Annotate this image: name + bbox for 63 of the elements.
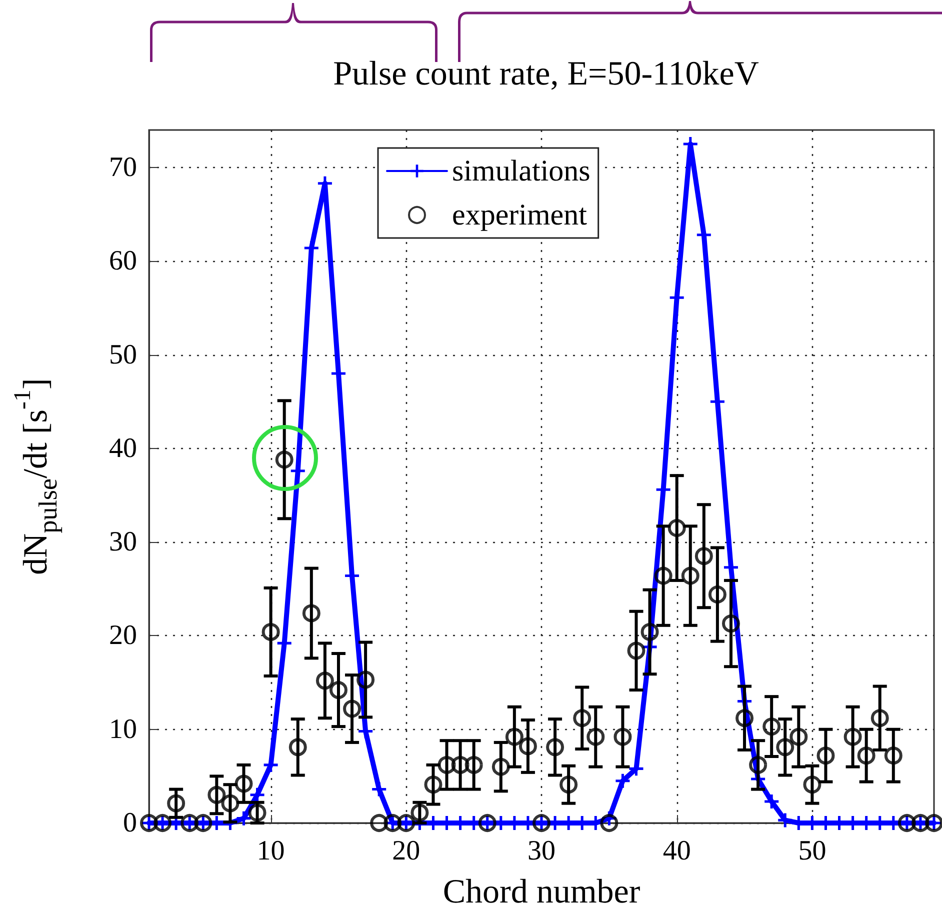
point (681, 566, 700, 585)
point (586, 728, 605, 746)
point (722, 614, 740, 633)
point (708, 586, 726, 604)
point (884, 746, 902, 765)
x-tick-label: 40 (662, 836, 691, 866)
point (614, 728, 632, 746)
point (762, 718, 781, 736)
point (573, 709, 592, 728)
x-tick-label: 20 (392, 836, 420, 866)
x-tick-label: 10 (256, 836, 285, 866)
point (372, 782, 386, 796)
y-tick-label: 0 (123, 808, 137, 838)
point (790, 728, 808, 746)
point (302, 604, 320, 622)
point (560, 776, 578, 794)
y-tick-label: 50 (109, 339, 137, 370)
point (518, 737, 537, 756)
legend-label: simulations (452, 154, 590, 188)
y-tick-label: 60 (109, 246, 137, 277)
point (870, 709, 889, 728)
point (356, 670, 375, 689)
point (330, 681, 348, 700)
point (370, 814, 388, 832)
point (167, 794, 186, 812)
x-tick-label: 50 (798, 836, 826, 866)
point (627, 642, 646, 660)
point (764, 794, 779, 808)
point (410, 804, 429, 822)
point (640, 622, 659, 641)
point (438, 756, 456, 774)
point (616, 774, 630, 788)
point (234, 774, 253, 793)
point (546, 738, 564, 756)
point (505, 728, 524, 746)
point (844, 728, 862, 746)
point (776, 738, 794, 756)
point (694, 547, 713, 566)
y-tick-label: 10 (109, 714, 137, 745)
x-tick-label: 30 (528, 836, 556, 866)
point (749, 756, 768, 774)
point (208, 786, 226, 804)
point (857, 746, 876, 765)
point (451, 756, 470, 774)
legend-label: experiment (452, 198, 588, 232)
point (248, 804, 266, 822)
chart-title: Pulse count rate, E=50-110keV (333, 56, 760, 92)
x-axis-title: Chord number (442, 874, 641, 910)
point (816, 746, 835, 765)
point (778, 813, 792, 828)
y-tick-label: 70 (109, 152, 137, 183)
point (236, 811, 251, 826)
point (288, 738, 307, 756)
point (343, 700, 362, 718)
y-tick-label: 30 (109, 526, 137, 558)
y-tick-label: 20 (109, 620, 137, 652)
point (464, 756, 483, 774)
point (316, 672, 334, 690)
y-axis-title: dNpulse/dt [s-1] (10, 378, 62, 575)
point (262, 622, 280, 641)
y-tick-label: 40 (109, 432, 137, 464)
point (736, 709, 754, 728)
point (600, 814, 618, 832)
